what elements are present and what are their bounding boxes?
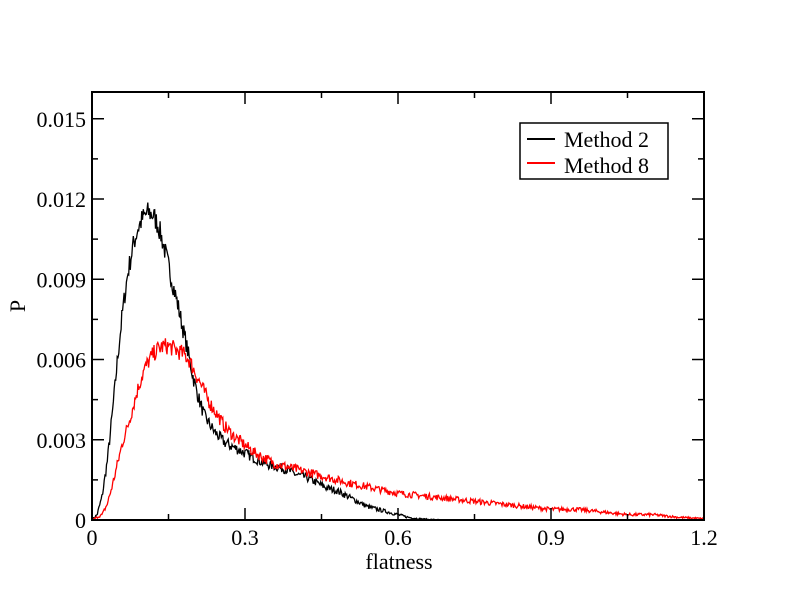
legend: Method 2 Method 8: [519, 122, 669, 180]
y-tick-label: 0.003: [37, 428, 87, 453]
x-axis-title: flatness: [365, 549, 432, 574]
y-tick-label: 0.009: [37, 267, 87, 292]
plot-frame: [91, 91, 705, 521]
x-tick-label: 0: [87, 525, 98, 550]
y-tick-label: 0.015: [37, 107, 87, 132]
series-line-method-2: [91, 202, 449, 521]
x-tick-label: 0.6: [384, 525, 412, 550]
x-tick-label: 0.3: [231, 525, 259, 550]
x-tick-label: 1.2: [690, 525, 718, 550]
series-line-method-8: [91, 338, 705, 521]
plot-area: [91, 202, 705, 521]
y-axis-title: P: [5, 300, 30, 312]
tick-labels: 0 0.3 0.6 0.9 1.2 0 0.003 0.006 0.009 0.012 0.015: [37, 107, 718, 550]
legend-label-method-8: Method 8: [564, 153, 649, 178]
y-tick-label: 0: [75, 508, 86, 533]
legend-box: [519, 122, 669, 180]
y-tick-label: 0.012: [37, 187, 87, 212]
legend-label-method-2: Method 2: [564, 127, 649, 152]
y-tick-label: 0.006: [37, 348, 87, 373]
x-tick-label: 0.9: [537, 525, 565, 550]
